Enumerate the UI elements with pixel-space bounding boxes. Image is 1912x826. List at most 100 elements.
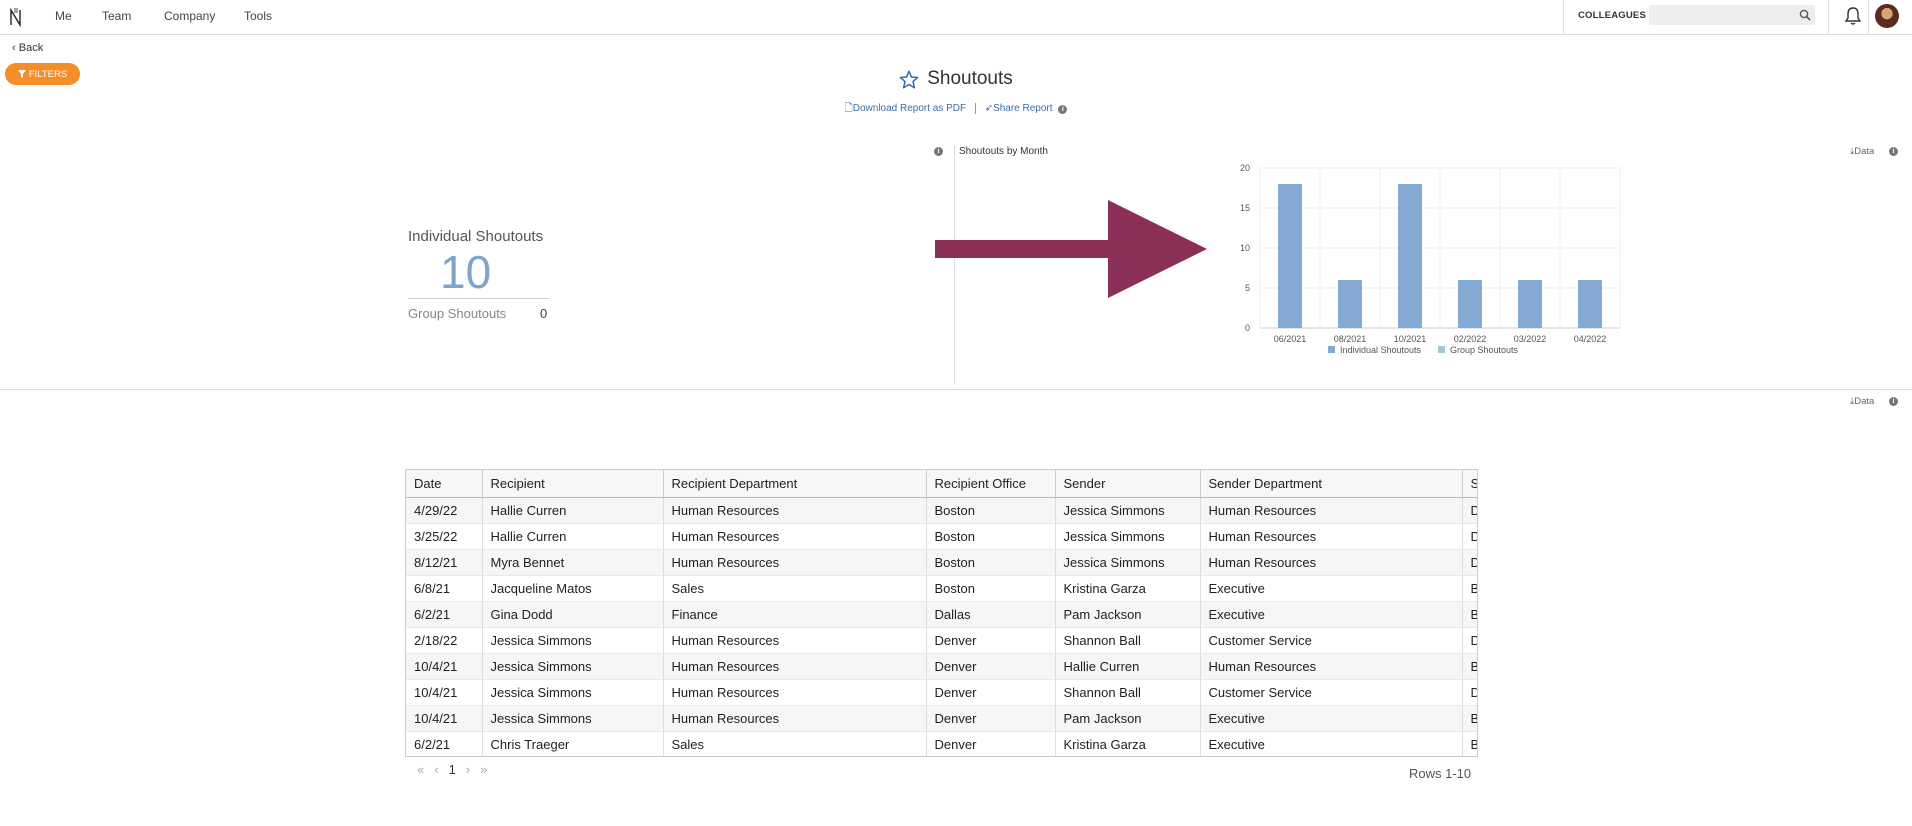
table-cell: Human Resources [663,679,927,706]
table-cell: Shannon Ball [1055,627,1201,654]
filters-button[interactable]: FILTERS [5,63,80,85]
column-header[interactable]: Recipient Office [926,470,1056,498]
table-row[interactable]: 2/18/22 Jessica Simmons Human Resources Den… [406,627,1477,654]
column-header[interactable]: Date [406,470,483,498]
table-cell: Shannon Ball [1055,679,1201,706]
legend-label: Group Shoutouts [1450,345,1519,355]
download-icon: ⤓ [1850,146,1855,157]
kpi-label: Individual Shoutouts [408,228,544,245]
share-report-label: Share Report [993,103,1053,114]
bar [1278,184,1302,328]
table-cell: Customer Service [1200,679,1463,706]
column-header[interactable]: S [1462,470,1477,498]
nav-item-company[interactable]: Company [164,9,216,23]
nav-item-me[interactable]: Me [55,9,72,23]
table-row[interactable]: 6/2/21 Gina Dodd Finance Dallas Pam Jackson E… [406,601,1477,628]
table-cell: Boston [926,497,1056,524]
table-cell: Human Resources [663,627,927,654]
nav-divider [1868,0,1869,35]
table-cell: B [1462,601,1477,628]
table-cell: 6/2/21 [406,601,483,628]
page-number[interactable]: 1 [448,762,456,777]
report-actions: 🗋Download Report as PDF ➶Share Report i [0,101,1912,118]
table-cell: B [1462,705,1477,732]
first-page-icon[interactable]: « [417,762,425,777]
table-cell: 10/4/21 [406,653,483,680]
table-cell: D [1462,497,1477,524]
rows-count: Rows 1-10 [1409,766,1472,781]
column-header[interactable]: Recipient [482,470,664,498]
nav-item-tools[interactable]: Tools [244,9,273,23]
table-cell: Customer Service [1200,627,1463,654]
table-cell: Human Resources [1200,653,1463,680]
x-tick-label: 03/2022 [1514,334,1547,344]
table-cell: Human Resources [663,523,927,550]
table-cell: Dallas [926,601,1056,628]
nav-divider [1828,0,1829,35]
table-cell: Boston [926,523,1056,550]
bell-icon[interactable] [1844,6,1862,26]
table-cell: 8/12/21 [406,549,483,576]
kpi-value: 10 [440,246,492,298]
table-row[interactable]: 10/4/21 Jessica Simmons Human Resources Den… [406,653,1477,680]
table-cell: Jessica Simmons [482,653,664,680]
kpi-sub-label: Group Shoutouts [408,306,507,321]
column-header[interactable]: Sender Department [1200,470,1463,498]
table-cell: 6/8/21 [406,575,483,602]
panel-divider [954,145,955,385]
search-input[interactable] [1649,5,1815,25]
chart-data-link[interactable]: ⤓Data [1850,146,1874,157]
paper-plane-icon: ➶ [984,103,994,114]
x-tick-label: 10/2021 [1394,334,1427,344]
next-page-icon[interactable]: › [465,762,471,777]
table-cell: 10/4/21 [406,679,483,706]
info-icon[interactable]: i [1889,147,1898,156]
table-cell: Sales [663,575,927,602]
table-row[interactable]: 4/29/22 Hallie Curren Human Resources Bosto… [406,497,1477,524]
bar [1518,280,1542,328]
logo-icon[interactable] [8,5,24,29]
table-row[interactable]: 3/25/22 Hallie Curren Human Resources Bosto… [406,523,1477,550]
prev-page-icon[interactable]: ‹ [434,762,439,777]
nav-item-team[interactable]: Team [102,9,132,23]
table-cell: 3/25/22 [406,523,483,550]
download-pdf-label: Download Report as PDF [852,103,967,114]
column-header[interactable]: Recipient Department [663,470,927,498]
table-row[interactable]: 6/8/21 Jacqueline Matos Sales Boston Kristin… [406,575,1477,602]
avatar[interactable] [1875,4,1899,28]
table-row[interactable]: 10/4/21 Jessica Simmons Human Resources Den… [406,705,1477,732]
last-page-icon[interactable]: » [480,762,488,777]
kpi-divider [408,298,549,299]
table-cell: Hallie Curren [482,523,664,550]
info-icon[interactable]: i [1058,105,1068,114]
chart-title: Shoutouts by Month [959,146,1048,157]
column-header[interactable]: Sender [1055,470,1201,498]
info-icon[interactable]: i [934,147,943,156]
table-cell: Kristina Garza [1055,731,1201,756]
table-cell: Jessica Simmons [1055,549,1201,576]
download-pdf-link[interactable]: 🗋Download Report as PDF [845,103,969,114]
table-row[interactable]: 8/12/21 Myra Bennet Human Resources Boston J… [406,549,1477,576]
page-title: Shoutouts [899,68,1013,90]
shoutouts-table: Date Recipient Recipient Department Recipie… [405,469,1478,757]
table-data-link[interactable]: ⤓Data [1850,396,1874,407]
table-cell: Myra Bennet [482,549,664,576]
table-row[interactable]: 10/4/21 Jessica Simmons Human Resources Den… [406,679,1477,706]
table-cell: Boston [926,549,1056,576]
table-row[interactable]: 6/2/21 Chris Traeger Sales Denver Kristina G… [406,731,1477,756]
table-cell: Denver [926,627,1056,654]
table-cell: Executive [1200,601,1463,628]
table-cell: D [1462,627,1477,654]
table-cell: Denver [926,679,1056,706]
title-text: Shoutouts [927,68,1013,89]
search-icon[interactable] [1799,9,1811,21]
back-label: Back [18,42,44,54]
table-cell: Human Resources [663,653,927,680]
star-icon[interactable] [899,69,919,89]
back-link[interactable]: ‹ Back [12,42,43,54]
x-tick-label: 08/2021 [1334,334,1367,344]
colleagues-dropdown[interactable]: COLLEAGUES ▾ [1578,10,1654,21]
share-report-link[interactable]: ➶Share Report [985,103,1056,114]
table-cell: Denver [926,653,1056,680]
info-icon[interactable]: i [1889,397,1898,406]
